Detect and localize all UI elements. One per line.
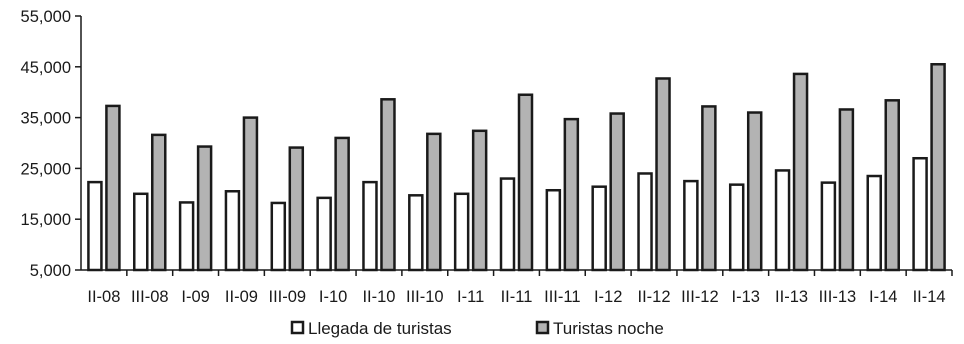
- bar-turistas-noche: [288, 146, 305, 272]
- bar-turistas-noche: [563, 117, 580, 272]
- bar-llegada-de-turistas: [820, 181, 837, 272]
- bar-llegada-de-turistas: [545, 188, 562, 272]
- x-category-label: II-12: [638, 288, 671, 306]
- bar-turistas-noche: [746, 111, 763, 272]
- bar-llegada-de-turistas: [591, 185, 607, 272]
- x-category-label: II-08: [87, 288, 120, 306]
- x-category-label: II-14: [913, 288, 946, 306]
- bar-llegada-de-turistas: [362, 180, 378, 272]
- bar-turistas-noche: [609, 112, 625, 272]
- bar-llegada-de-turistas: [178, 201, 195, 272]
- bar-turistas-noche: [792, 72, 809, 272]
- legend-label-llegada: Llegada de turistas: [308, 319, 452, 338]
- legend-swatch-llegada: [290, 320, 305, 335]
- y-tick-label: 55,000: [21, 8, 71, 26]
- bar-turistas-noche: [655, 77, 671, 272]
- x-category-label: III-12: [681, 288, 719, 306]
- bar-llegada-de-turistas: [133, 192, 149, 272]
- y-axis-ticks: 5,000 15,000 25,000 35,000 45,000 55,000: [21, 8, 81, 280]
- x-category-label: III-08: [131, 288, 169, 306]
- bar-llegada-de-turistas: [728, 183, 745, 272]
- y-tick-label: 5,000: [30, 262, 71, 280]
- y-tick-label: 15,000: [21, 211, 71, 229]
- x-category-label: I-11: [457, 288, 484, 306]
- x-category-label: I-14: [869, 288, 897, 306]
- x-category-label: III-10: [406, 288, 444, 306]
- bar-turistas-noche: [380, 98, 396, 272]
- bar-turistas-noche: [242, 116, 259, 272]
- bars: [87, 63, 946, 272]
- bar-turistas-noche: [838, 108, 855, 272]
- x-category-label: I-09: [181, 288, 209, 306]
- bar-llegada-de-turistas: [453, 192, 470, 272]
- bar-turistas-noche: [701, 105, 717, 272]
- bar-llegada-de-turistas: [316, 196, 332, 272]
- legend-label-noche: Turistas noche: [553, 319, 664, 338]
- bar-llegada-de-turistas: [224, 190, 241, 272]
- bar-turistas-noche: [334, 136, 350, 272]
- x-category-label: I-13: [731, 288, 759, 306]
- x-category-label: III-13: [819, 288, 857, 306]
- bar-llegada-de-turistas: [637, 172, 653, 272]
- bar-llegada-de-turistas: [774, 169, 791, 272]
- x-category-label: II-13: [775, 288, 808, 306]
- bar-turistas-noche: [426, 132, 442, 272]
- x-category-label: III-09: [268, 288, 306, 306]
- y-tick-label: 25,000: [21, 160, 71, 178]
- x-category-label: I-12: [594, 288, 622, 306]
- bar-llegada-de-turistas: [683, 179, 699, 272]
- bar-llegada-de-turistas: [270, 201, 287, 272]
- bar-turistas-noche: [471, 129, 488, 272]
- x-category-label: II-09: [225, 288, 258, 306]
- bar-llegada-de-turistas: [87, 180, 103, 272]
- x-category-label: III-11: [544, 288, 580, 306]
- bar-turistas-noche: [196, 145, 213, 272]
- x-category-label: I-10: [319, 288, 347, 306]
- legend-swatch-noche: [535, 320, 550, 335]
- legend: Llegada de turistas Turistas noche: [290, 319, 664, 338]
- bar-turistas-noche: [517, 93, 534, 272]
- bar-llegada-de-turistas: [866, 174, 882, 272]
- bar-turistas-noche: [151, 133, 167, 272]
- bar-llegada-de-turistas: [408, 194, 424, 272]
- bar-llegada-de-turistas: [912, 156, 928, 272]
- bar-turistas-noche: [930, 63, 946, 272]
- bar-llegada-de-turistas: [499, 177, 516, 272]
- y-tick-label: 45,000: [21, 59, 71, 77]
- x-category-label: II-10: [362, 288, 395, 306]
- y-tick-label: 35,000: [21, 110, 71, 128]
- x-category-label: II-11: [501, 288, 533, 306]
- bar-turistas-noche: [884, 99, 900, 272]
- bar-turistas-noche: [105, 104, 121, 272]
- x-axis-labels: II-08 III-08 I-09 II-09 III-09 I-10 II-10 III-1…: [87, 270, 953, 306]
